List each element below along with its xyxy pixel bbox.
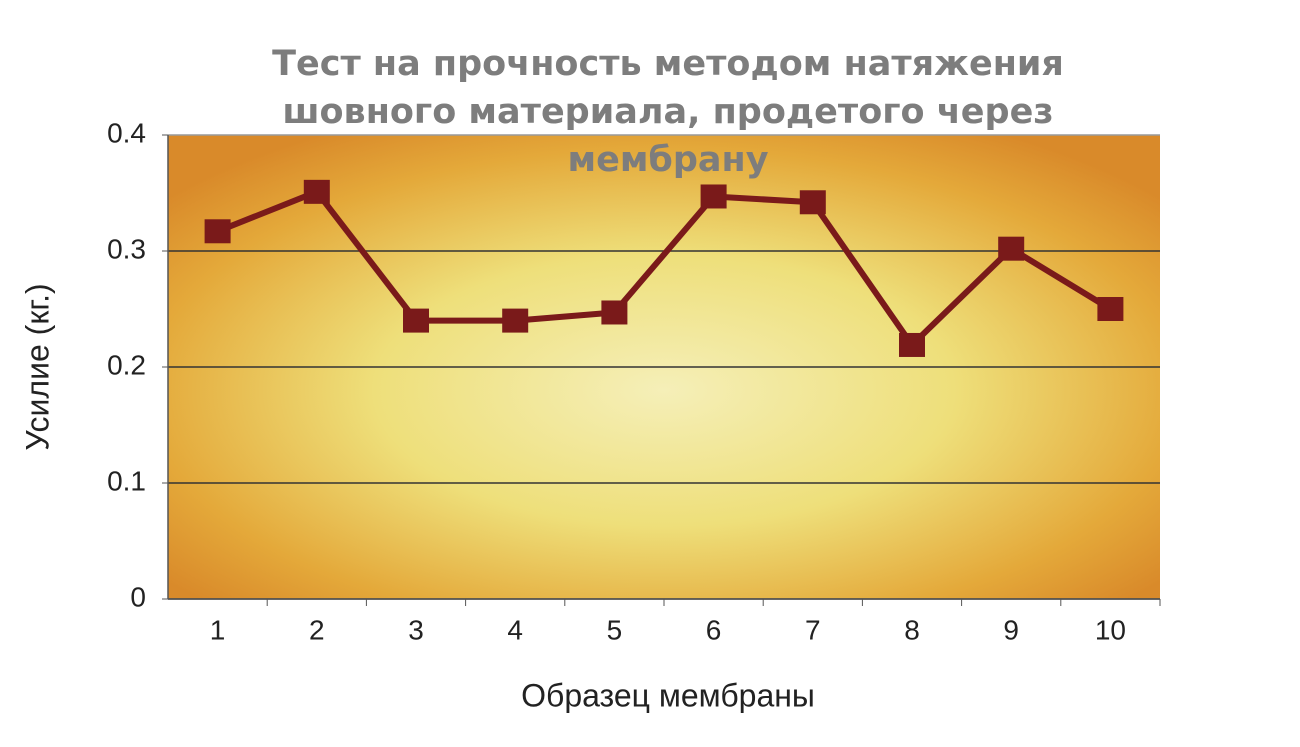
x-tick-label: 3 — [408, 614, 424, 645]
data-point — [998, 236, 1025, 261]
x-tick-label: 7 — [805, 614, 821, 645]
x-tick-label: 10 — [1095, 614, 1126, 645]
data-point — [601, 300, 628, 325]
x-tick-label: 4 — [507, 614, 523, 645]
y-tick-label: 0.2 — [107, 349, 146, 380]
y-tick-label: 0 — [130, 581, 146, 612]
data-point — [403, 308, 429, 333]
x-axis-label: Образец мембраны — [521, 677, 815, 713]
chart-title: Тест на прочность методом натяжения шовн… — [272, 44, 1064, 180]
y-tick-label: 0.3 — [107, 233, 146, 264]
data-line — [216, 188, 1112, 348]
x-tick-label: 8 — [904, 614, 920, 645]
x-tick-label: 5 — [607, 614, 623, 645]
x-tick-label: 1 — [210, 614, 226, 645]
y-axis-label: Усилие (кг.) — [19, 283, 55, 450]
y-tick-label: 0.4 — [107, 117, 146, 148]
x-tick-label: 2 — [309, 614, 325, 645]
data-point — [303, 179, 330, 204]
data-point — [502, 308, 529, 333]
data-point — [1097, 297, 1124, 321]
x-tick-label: 9 — [1003, 614, 1019, 645]
x-tick-label: 6 — [706, 614, 722, 645]
y-tick-label: 0.1 — [107, 465, 146, 496]
data-point — [700, 184, 727, 209]
data-point — [899, 332, 925, 357]
data-point — [799, 190, 826, 215]
data-point — [204, 219, 231, 244]
